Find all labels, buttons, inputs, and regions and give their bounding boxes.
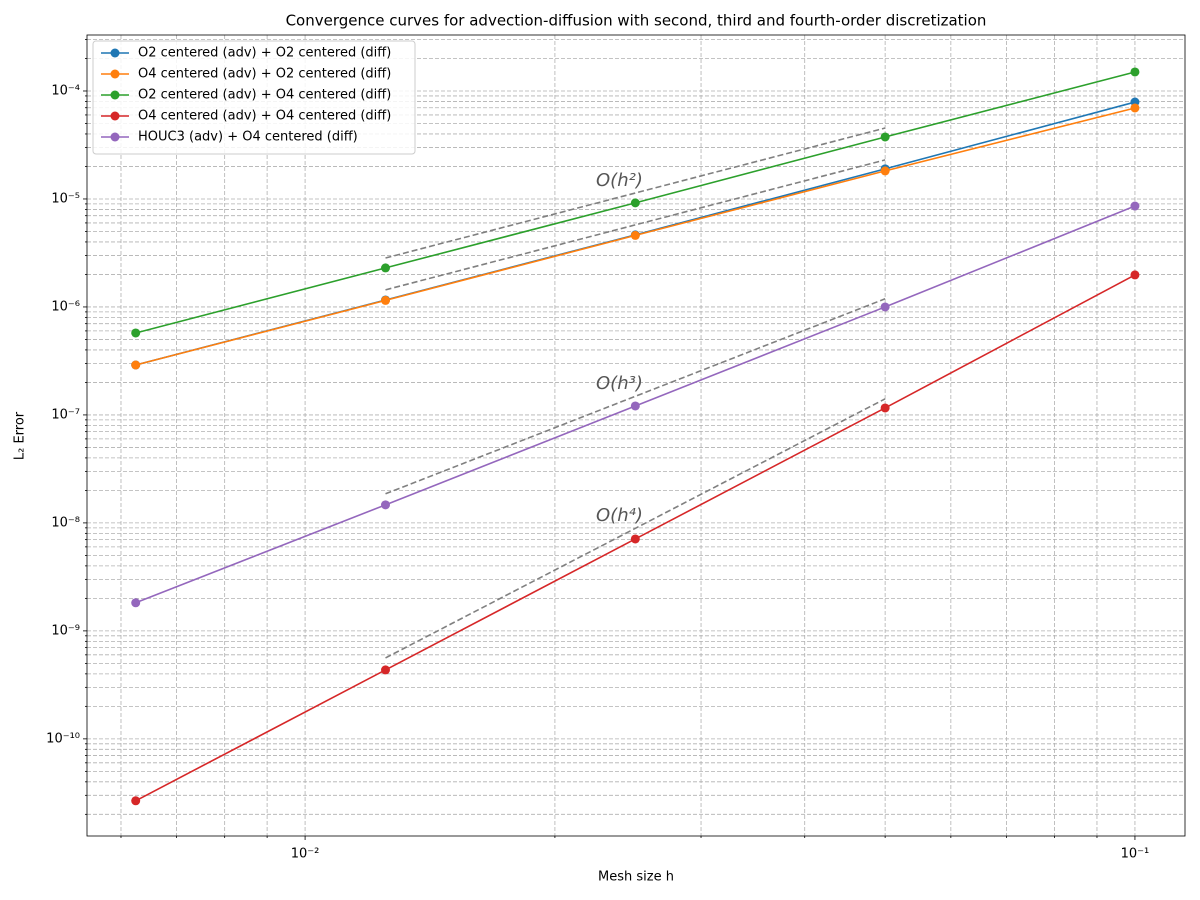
marker [131, 360, 141, 370]
y-tick-label: 10⁻⁸ [51, 515, 80, 530]
marker [630, 534, 640, 544]
legend-marker [110, 132, 120, 142]
marker [131, 796, 141, 806]
annotation: O(h³) [596, 373, 643, 394]
marker [880, 403, 890, 413]
y-tick-label: 10⁻⁶ [51, 299, 80, 314]
chart-title: Convergence curves for advection-diffusi… [286, 12, 987, 30]
x-axis-label: Mesh size h [598, 870, 674, 885]
y-tick-label: 10⁻¹⁰ [46, 731, 80, 746]
y-tick-label: 10⁻⁴ [51, 83, 80, 98]
legend-label: O2 centered (adv) + O2 centered (diff) [138, 46, 391, 61]
legend: O2 centered (adv) + O2 centered (diff) O4… [92, 40, 416, 155]
marker [1130, 67, 1140, 77]
x-tick-label: 10⁻¹ [1121, 847, 1150, 862]
y-axis-label: L₂ Error [13, 411, 28, 460]
reference-line [385, 127, 886, 259]
marker [880, 132, 890, 142]
marker [630, 401, 640, 411]
legend-marker [110, 111, 120, 121]
legend-label: HOUC3 (adv) + O4 centered (diff) [138, 130, 358, 145]
legend-marker [110, 69, 120, 79]
marker [630, 198, 640, 208]
legend-label: O4 centered (adv) + O2 centered (diff) [138, 67, 391, 82]
marker [1130, 103, 1140, 113]
plot-frame [86, 34, 1186, 837]
legend-label: O4 centered (adv) + O4 centered (diff) [138, 109, 391, 124]
reference-line [385, 159, 886, 291]
annotation: O(h⁴) [596, 505, 643, 526]
legend-label: O2 centered (adv) + O4 centered (diff) [138, 88, 391, 103]
x-tick-label: 10⁻² [291, 847, 320, 862]
marker [381, 295, 391, 305]
legend-marker [110, 48, 120, 58]
marker [131, 598, 141, 608]
marker [880, 302, 890, 312]
marker [381, 665, 391, 675]
marker [381, 263, 391, 273]
marker [1130, 201, 1140, 211]
reference-line [385, 398, 886, 659]
legend-box [92, 40, 416, 155]
marker [880, 166, 890, 176]
legend-marker [110, 90, 120, 100]
annotation: O(h²) [596, 170, 643, 191]
y-tick-label: 10⁻⁵ [51, 191, 80, 206]
y-tick-label: 10⁻⁹ [51, 623, 80, 638]
y-tick-label: 10⁻⁷ [51, 407, 80, 422]
marker [630, 230, 640, 240]
marker [381, 500, 391, 510]
reference-line [385, 298, 886, 495]
marker [1130, 270, 1140, 280]
marker [131, 328, 141, 338]
